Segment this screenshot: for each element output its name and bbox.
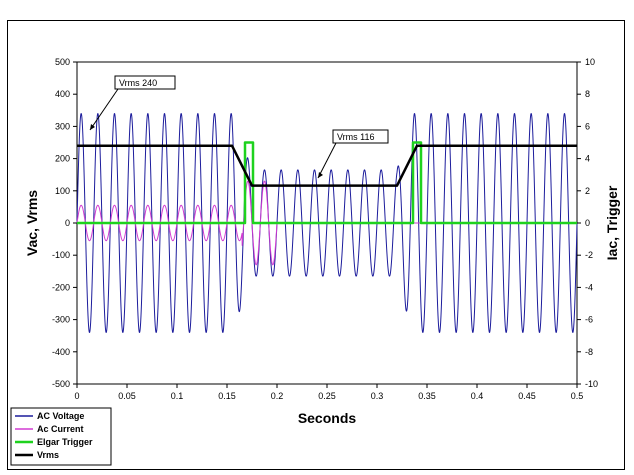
legend-item: Elgar Trigger bbox=[15, 437, 93, 447]
annotation-arrowhead bbox=[318, 172, 323, 178]
annotation-box bbox=[332, 129, 389, 144]
legend-item: Vrms bbox=[15, 450, 59, 460]
x-tick-label: 0 bbox=[74, 391, 79, 401]
annotation-box bbox=[114, 75, 176, 90]
y-axis-title: Vac, Vrms bbox=[24, 190, 40, 256]
annotation-text: Vrms 240 bbox=[119, 78, 157, 88]
y2-axis-title: Iac, Trigger bbox=[604, 185, 620, 260]
y-tick-label: 300 bbox=[55, 121, 70, 131]
y-tick-label: 400 bbox=[55, 89, 70, 99]
x-tick-label: 0.1 bbox=[171, 391, 184, 401]
x-tick-label: 0.3 bbox=[371, 391, 384, 401]
series-layer bbox=[76, 113, 578, 333]
y2-tick-label: -4 bbox=[585, 282, 593, 292]
x-tick-label: 0.15 bbox=[218, 391, 236, 401]
legend-label: Vrms bbox=[37, 450, 59, 460]
legend-item: Ac Current bbox=[15, 424, 84, 434]
legend-item: AC Voltage bbox=[15, 411, 84, 421]
x-tick-label: 0.5 bbox=[571, 391, 584, 401]
x-tick-label: 0.4 bbox=[471, 391, 484, 401]
y-tick-label: 200 bbox=[55, 154, 70, 164]
x-tick-label: 0.05 bbox=[118, 391, 136, 401]
y-tick-label: -400 bbox=[52, 347, 70, 357]
series-line-elgar-trigger bbox=[77, 141, 577, 225]
y2-tick-label: -6 bbox=[585, 315, 593, 325]
y-tick-label: -500 bbox=[52, 379, 70, 389]
annotation-layer: Vrms 240 Vrms 116 bbox=[89, 75, 389, 179]
y2-tick-label: 10 bbox=[585, 57, 595, 67]
legend-label: Elgar Trigger bbox=[37, 437, 93, 447]
y-tick-label: -300 bbox=[52, 315, 70, 325]
legend-label: AC Voltage bbox=[37, 411, 84, 421]
x-tick-label: 0.25 bbox=[318, 391, 336, 401]
y2-tick-label: 2 bbox=[585, 186, 590, 196]
annotation-arrowhead bbox=[90, 124, 95, 130]
y2-tick-label: 6 bbox=[585, 121, 590, 131]
x-tick-label: 0.45 bbox=[518, 391, 536, 401]
y-tick-label: 500 bbox=[55, 57, 70, 67]
y2-tick-label: -10 bbox=[585, 379, 598, 389]
annotation-text: Vrms 116 bbox=[337, 132, 375, 142]
x-tick-label: 0.2 bbox=[271, 391, 284, 401]
annotation-2: Vrms 116 bbox=[317, 129, 389, 179]
series-line-vrms bbox=[77, 144, 577, 187]
x-tick-label: 0.35 bbox=[418, 391, 436, 401]
y2-tick-label: 8 bbox=[585, 89, 590, 99]
annotation-leader bbox=[89, 88, 119, 131]
y2-tick-label: 0 bbox=[585, 218, 590, 228]
y-tick-label: -100 bbox=[52, 250, 70, 260]
y-tick-label: 100 bbox=[55, 186, 70, 196]
y-tick-label: 0 bbox=[65, 218, 70, 228]
legend-label: Ac Current bbox=[37, 424, 84, 434]
annotation-1: Vrms 240 bbox=[89, 75, 176, 131]
y2-tick-label: -2 bbox=[585, 250, 593, 260]
legend: AC Voltage Ac Current Elgar Trigger Vrms bbox=[10, 407, 112, 466]
axes-layer: 0 0.05 0.1 0.15 0.2 0.25 0.3 0.35 0.4 0.45 0.5 500 4… bbox=[24, 57, 620, 426]
y2-tick-label: -8 bbox=[585, 347, 593, 357]
y2-tick-label: 4 bbox=[585, 154, 590, 164]
annotation-leader bbox=[317, 142, 337, 179]
x-axis-title: Seconds bbox=[298, 410, 357, 426]
y-tick-label: -200 bbox=[52, 282, 70, 292]
